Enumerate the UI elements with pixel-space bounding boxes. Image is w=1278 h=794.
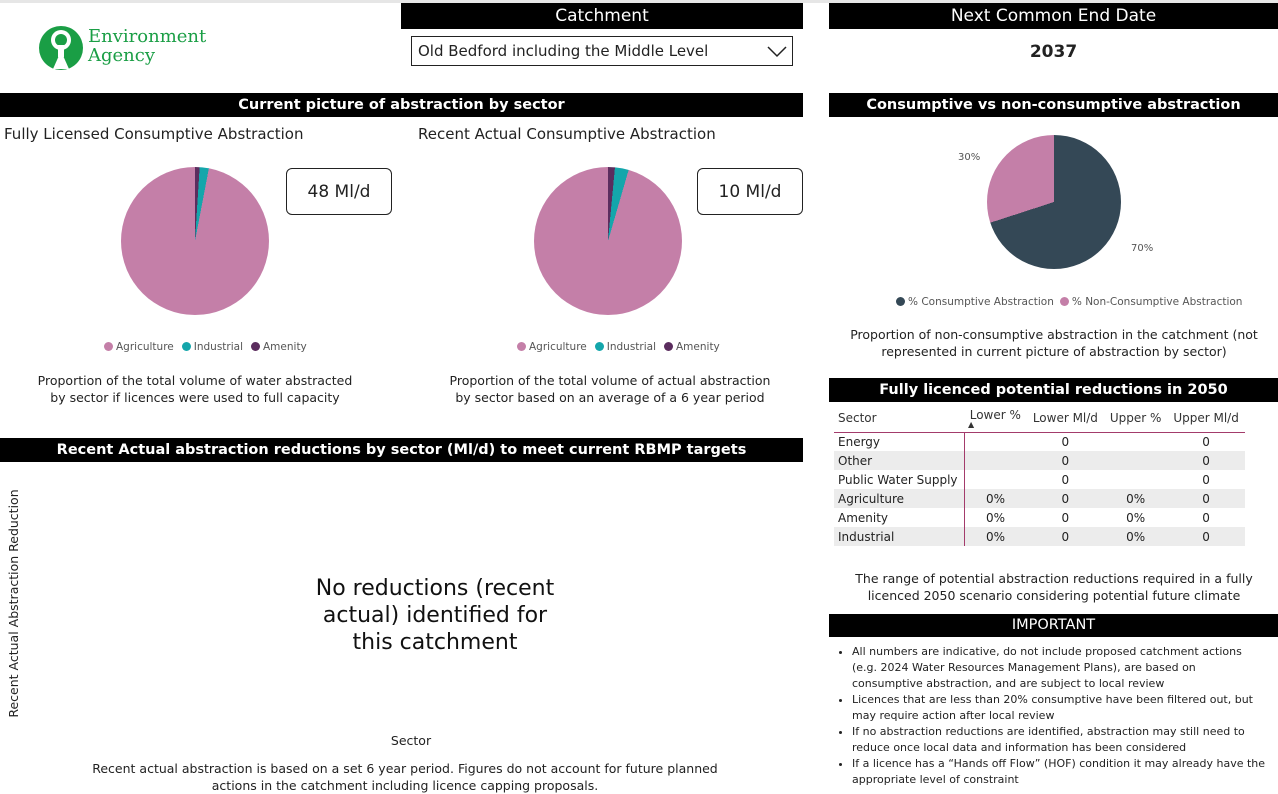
important-item: Licences that are less than 20% consumpt…: [852, 692, 1270, 724]
important-list: All numbers are indicative, do not inclu…: [838, 644, 1270, 788]
legend-non-consumptive: % Non-Consumptive Abstraction: [1059, 296, 1242, 308]
reductions-2050-table: Sector Lower % ▲ Lower Ml/d Upper % Upper…: [834, 404, 1245, 546]
table-row: Energy 0 0: [834, 432, 1245, 451]
reductions-header: Recent Actual abstraction reductions by …: [0, 438, 803, 462]
catchment-dropdown[interactable]: Old Bedford including the Middle Level: [411, 36, 793, 66]
important-header: IMPORTANT: [829, 614, 1278, 637]
table-cell: 0%: [986, 510, 1006, 525]
top-strip: [0, 0, 1278, 3]
table-cell: [964, 432, 1027, 451]
table-cell: [1104, 451, 1168, 470]
legend-consumptive: % Consumptive Abstraction: [896, 296, 1054, 308]
label-70: 70%: [1131, 243, 1154, 254]
legend-agriculture: Agriculture: [104, 341, 174, 353]
table-cell: 0: [1202, 434, 1210, 449]
table-cell: [1104, 432, 1167, 451]
no-reductions-message: No reductions (recent actual) identified…: [315, 576, 555, 655]
sector-section-header: Current picture of abstraction by sector: [0, 93, 803, 117]
important-item: If a licence has a “Hands off Flow” (HOF…: [852, 756, 1270, 788]
table-cell: 0%: [964, 527, 1027, 546]
table-cell: 0: [1167, 451, 1245, 470]
licensed-caption: Proportion of the total volume of water …: [37, 373, 353, 405]
environment-agency-logo: Environment Agency: [38, 25, 208, 73]
table-cell: 0: [1061, 434, 1070, 449]
table-cell: [964, 451, 1027, 470]
important-item: All numbers are indicative, do not inclu…: [852, 644, 1270, 692]
legend-agriculture: Agriculture: [517, 341, 587, 353]
table-cell: 0: [1167, 527, 1245, 546]
actual-title: Recent Actual Consumptive Abstraction: [418, 125, 716, 143]
label-30: 30%: [958, 152, 981, 163]
licensed-kpi-card: 48 Ml/d: [286, 168, 392, 215]
table-row: Industrial 0% 0 0% 0: [834, 527, 1245, 546]
table-row: Amenity 0% 0 0% 0: [834, 508, 1245, 527]
col-lower-mld[interactable]: Lower Ml/d: [1026, 404, 1105, 433]
table-cell: 0: [1061, 472, 1070, 487]
actual-caption: Proportion of the total volume of actual…: [449, 373, 771, 405]
col-upper-mld[interactable]: Upper Ml/d: [1167, 404, 1245, 433]
table-cell: Amenity: [834, 508, 965, 527]
legend-amenity: Amenity: [251, 341, 307, 353]
table-cell: Energy: [834, 432, 965, 451]
table-cell: 0%: [1126, 510, 1146, 525]
table-cell: Agriculture: [834, 489, 965, 508]
actual-kpi-card: 10 Ml/d: [697, 168, 803, 215]
end-date-value: 2037: [1029, 42, 1078, 62]
table-cell: 0%: [964, 489, 1027, 508]
reductions-y-axis-label: Recent Actual Abstraction Reduction: [6, 489, 21, 718]
chevron-down-icon: [767, 46, 787, 58]
consumptive-caption: Proportion of non-consumptive abstractio…: [850, 327, 1258, 359]
reductions-2050-caption: The range of potential abstraction reduc…: [855, 571, 1253, 603]
table-cell: 0: [1026, 451, 1105, 470]
actual-sector-pie[interactable]: [534, 167, 682, 315]
end-date-header: Next Common End Date: [829, 3, 1278, 29]
table-cell: 0%: [1104, 527, 1168, 546]
col-sector[interactable]: Sector: [834, 404, 964, 433]
table-cell: Other: [834, 451, 965, 470]
consumptive-legend: % Consumptive Abstraction % Non-Consumpt…: [896, 296, 1242, 308]
table-cell: 0: [1026, 527, 1105, 546]
licensed-legend: Agriculture Industrial Amenity: [104, 341, 307, 353]
consumptive-pie[interactable]: [987, 135, 1121, 269]
licensed-title: Fully Licensed Consumptive Abstraction: [4, 125, 304, 143]
table-cell: Industrial: [834, 527, 965, 546]
licensed-sector-pie[interactable]: [121, 167, 269, 315]
table-cell: [1104, 470, 1167, 489]
table-cell: Public Water Supply: [834, 470, 965, 489]
reductions-caption: Recent actual abstraction is based on a …: [92, 761, 718, 793]
table-cell: 0: [1026, 489, 1105, 508]
sort-asc-icon: ▲: [968, 419, 975, 429]
table-cell: 0: [1167, 489, 1245, 508]
table-row: Public Water Supply 0 0: [834, 470, 1245, 489]
catchment-selected-value: Old Bedford including the Middle Level: [418, 42, 709, 60]
table-cell: 0: [1061, 510, 1070, 525]
table-cell: 0%: [1104, 489, 1168, 508]
reductions-x-axis-label: Sector: [390, 733, 432, 748]
legend-industrial: Industrial: [181, 341, 243, 353]
logo-text-2: Agency: [88, 45, 156, 66]
reductions-2050-header: Fully licenced potential reductions in 2…: [829, 378, 1278, 402]
tree-logo-icon: [39, 26, 83, 70]
consumptive-header: Consumptive vs non-consumptive abstracti…: [829, 93, 1278, 117]
table-header-row: Sector Lower % ▲ Lower Ml/d Upper % Upper…: [834, 404, 1245, 433]
legend-industrial: Industrial: [594, 341, 656, 353]
table-cell: [964, 470, 1027, 489]
actual-legend: Agriculture Industrial Amenity: [517, 341, 720, 353]
table-row: Agriculture 0% 0 0% 0: [834, 489, 1245, 508]
col-upper-pct[interactable]: Upper %: [1104, 404, 1168, 433]
legend-amenity: Amenity: [664, 341, 720, 353]
col-lower-pct[interactable]: Lower % ▲: [964, 404, 1027, 433]
catchment-header: Catchment: [401, 3, 803, 29]
table-row: Other 0 0: [834, 451, 1245, 470]
table-cell: 0: [1202, 510, 1210, 525]
logo-text-1: Environment: [88, 26, 207, 47]
table-cell: 0: [1202, 472, 1210, 487]
important-item: If no abstraction reductions are identif…: [852, 724, 1270, 756]
